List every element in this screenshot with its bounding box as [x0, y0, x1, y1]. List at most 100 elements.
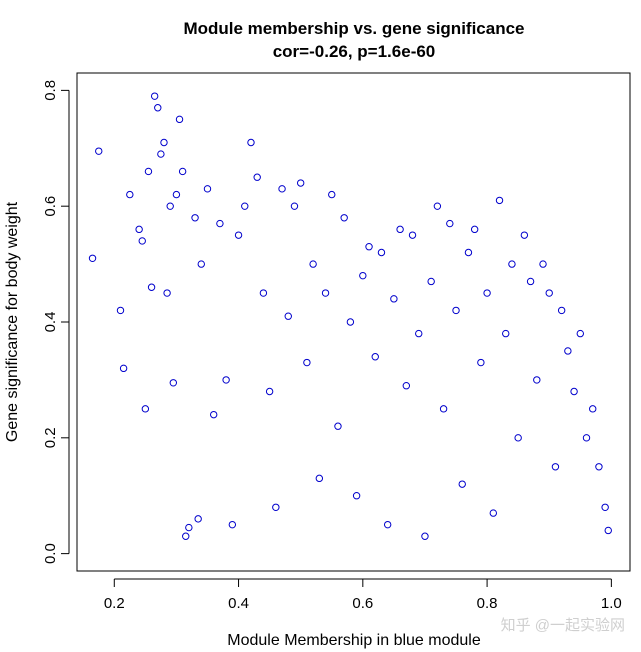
scatter-point	[234, 231, 243, 239]
chart-subtitle: cor=-0.26, p=1.6e-60	[273, 42, 436, 61]
scatter-point	[470, 225, 479, 234]
scatter-point	[247, 138, 255, 147]
scatter-point	[551, 463, 560, 471]
chart-title: Module membership vs. gene significance	[183, 19, 524, 38]
scatter-point	[489, 509, 498, 517]
scatter-point	[203, 185, 212, 193]
scatter-point	[539, 260, 547, 268]
y-tick-label: 0.4	[42, 312, 59, 333]
scatter-point	[160, 138, 168, 147]
y-axis: 0.0 0.2 0.4 0.6 0.8	[42, 80, 70, 564]
plot-frame	[76, 72, 631, 572]
scatter-point	[88, 254, 97, 263]
y-tick-label: 0.2	[42, 427, 59, 448]
scatter-point	[408, 231, 417, 239]
x-tick-label: 0.4	[228, 595, 249, 612]
scatter-point	[433, 202, 442, 210]
scatter-point	[216, 219, 224, 228]
scatter-point	[126, 190, 134, 199]
scatter-point	[564, 347, 572, 355]
scatter-point	[328, 190, 336, 199]
scatter-point	[135, 225, 143, 234]
scatter-point	[182, 532, 190, 540]
scatter-point	[228, 520, 237, 529]
scatter-point	[458, 480, 466, 488]
scatter-point	[576, 329, 584, 338]
x-tick-label: 1.0	[601, 595, 622, 612]
scatter-point	[284, 312, 292, 320]
scatter-point	[520, 231, 529, 239]
scatter-point	[166, 202, 174, 210]
scatter-point	[303, 358, 311, 367]
scatter-point	[150, 92, 159, 100]
scatter-point	[604, 526, 612, 535]
scatter-point	[172, 190, 181, 199]
scatter-point	[415, 329, 423, 338]
scatter-point	[296, 179, 305, 187]
scatter-point	[138, 237, 146, 245]
scatter-point	[95, 147, 103, 155]
scatter-point	[265, 387, 274, 396]
x-axis-label: Module Membership in blue module	[227, 632, 481, 649]
scatter-point	[169, 379, 178, 387]
scatter-point	[595, 463, 603, 471]
scatter-point	[178, 167, 187, 176]
y-axis-label: Gene significance for body weight	[4, 201, 21, 442]
scatter-point	[377, 248, 386, 257]
scatter-point	[502, 329, 510, 338]
x-tick-label: 0.6	[352, 595, 373, 612]
scatter-point	[194, 515, 202, 523]
scatter-point	[253, 173, 261, 181]
scatter-point	[427, 277, 435, 286]
scatter-point	[359, 271, 367, 280]
scatter-point	[222, 376, 230, 384]
x-tick-label: 0.2	[104, 595, 125, 612]
scatter-point	[508, 260, 516, 268]
scatter-point	[495, 196, 504, 205]
scatter-point	[390, 295, 398, 303]
scatter-point	[209, 410, 218, 419]
scatter-point	[119, 364, 128, 373]
scatter-point	[340, 214, 348, 222]
scatter-point	[526, 277, 535, 286]
scatter-point	[290, 202, 299, 210]
scatter-point	[452, 306, 460, 315]
scatter-point	[163, 289, 171, 297]
scatter-point	[278, 185, 286, 193]
x-tick-label: 0.8	[477, 595, 498, 612]
scatter-point	[147, 283, 156, 291]
scatter-point	[241, 202, 249, 210]
scatter-point	[601, 503, 609, 512]
scatter-point	[383, 520, 392, 529]
y-tick-label: 0.8	[42, 80, 59, 101]
scatter-point	[175, 115, 184, 124]
scatter-point	[154, 104, 162, 112]
scatter-point	[352, 492, 361, 500]
scatter-point	[365, 243, 373, 251]
scatter-point	[272, 503, 280, 512]
scatter-point	[557, 306, 566, 315]
scatter-point	[259, 289, 268, 297]
scatter-point	[421, 532, 429, 540]
scatter-point	[396, 225, 404, 234]
scatter-point	[144, 167, 153, 176]
scatter-point	[197, 260, 205, 268]
scatter-point	[309, 260, 317, 268]
scatter-point	[191, 214, 199, 222]
scatter-point	[477, 358, 485, 367]
scatter-point	[157, 150, 165, 158]
points-group	[88, 92, 612, 540]
scatter-point	[545, 289, 553, 297]
scatter-point	[514, 434, 522, 442]
scatter-point	[334, 422, 342, 430]
scatter-point	[533, 376, 541, 384]
scatter-point	[185, 523, 193, 532]
scatter-point	[371, 353, 379, 361]
scatter-point	[346, 318, 355, 326]
y-tick-label: 0.0	[42, 543, 59, 564]
scatter-point	[464, 248, 473, 257]
scatter-point	[483, 289, 491, 297]
scatter-point	[446, 219, 454, 228]
y-tick-label: 0.6	[42, 196, 59, 217]
